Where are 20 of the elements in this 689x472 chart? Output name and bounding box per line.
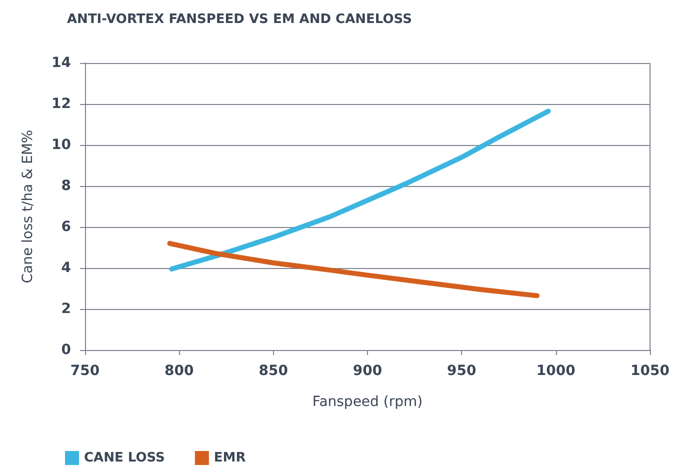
y-tick-label: 12 <box>52 96 71 112</box>
x-tick-label: 1000 <box>536 363 576 379</box>
y-tick-label: 8 <box>61 178 71 194</box>
y-tick-label: 14 <box>52 55 72 71</box>
x-tick-label: 800 <box>164 363 194 379</box>
x-tick-label: 750 <box>70 363 100 379</box>
x-axis-title: Fanspeed (rpm) <box>312 394 423 410</box>
y-tick-label: 10 <box>52 137 72 153</box>
y-axis-title: Cane loss t/ha & EM% <box>20 130 36 284</box>
y-tick-label: 0 <box>61 342 72 358</box>
x-tick-label: 850 <box>258 363 288 379</box>
x-tick-label: 1050 <box>630 363 670 379</box>
y-tick-label: 2 <box>61 301 71 317</box>
x-tick-label: 900 <box>352 363 382 379</box>
y-tick-label: 4 <box>61 260 72 276</box>
x-tick-label: 950 <box>447 363 477 379</box>
legend-label: CANE LOSS <box>84 450 165 466</box>
y-tick-label: 6 <box>61 219 71 235</box>
legend-label: EMR <box>214 450 246 466</box>
chart-title: ANTI-VORTEX FANSPEED VS EM AND CANELOSS <box>67 12 412 27</box>
